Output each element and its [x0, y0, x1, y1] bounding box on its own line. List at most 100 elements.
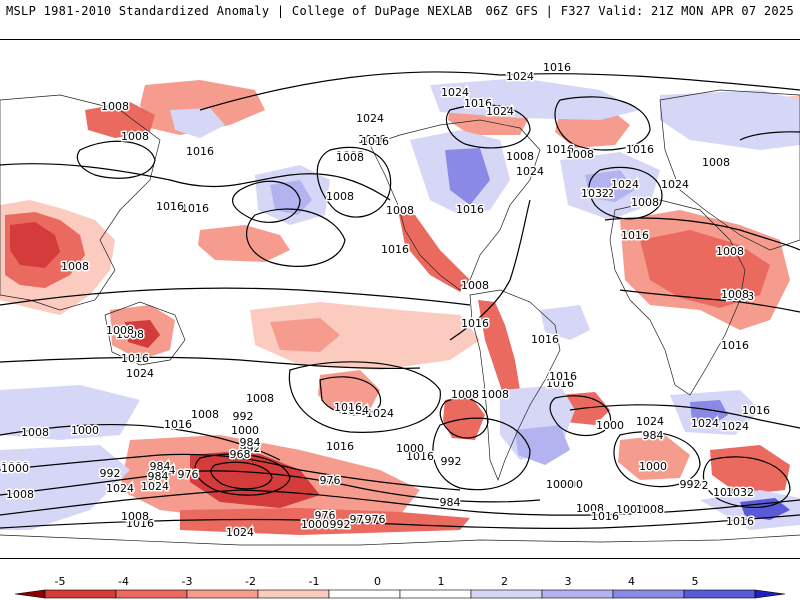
isobar: [0, 489, 800, 516]
isobar: [199, 71, 800, 111]
isobar-label: 1024: [516, 165, 544, 178]
neg-anomaly-npac: [198, 225, 290, 262]
isobar: [194, 453, 291, 496]
isobar-label: 1000: [616, 503, 644, 516]
isobar-label: 1016: [164, 418, 192, 431]
isobar: [445, 104, 531, 149]
pos-anomaly-npac-core: [270, 180, 312, 215]
isobar-label: 1000: [596, 419, 624, 432]
isobar-label: 968: [230, 448, 251, 461]
pos-anomaly-sindian: [0, 385, 140, 440]
coastline-antarctica: [0, 534, 800, 546]
isobar-label: 1024: [661, 178, 689, 191]
neg-anomaly-australia-core: [125, 320, 160, 348]
colorbar-tick-label: 3: [564, 575, 572, 588]
isobar-label: 1032: [586, 187, 614, 200]
isobar-label: 992: [233, 410, 254, 423]
isobar-label: 1016: [626, 143, 654, 156]
isobar-label: 1024: [691, 417, 719, 430]
colorbar-tick-label: -3: [181, 575, 193, 588]
isobar-label: 1032: [581, 187, 609, 200]
colorbar-tick-label: 5: [691, 575, 699, 588]
colorbar-tick-label: 0: [374, 575, 381, 588]
pos-anomaly-natl-core: [585, 170, 635, 202]
isobar-label: 1016: [726, 515, 754, 528]
isobar-label: 992: [330, 518, 351, 531]
isobar-label: 1016: [546, 143, 574, 156]
isobar: [76, 140, 156, 179]
isobar-label: 992: [240, 442, 261, 455]
isobar-label: 992: [688, 479, 709, 492]
isobar-label: 1008: [716, 245, 744, 258]
neg-anomaly-west-coast: [398, 210, 470, 292]
model-run-info: 06Z GFS | F327 Valid: 21Z MON APR 07 202…: [485, 4, 794, 18]
isobar: [0, 423, 281, 461]
isobar-label: 1008: [191, 408, 219, 421]
isobar-label: 1024: [366, 407, 394, 420]
isobar: [0, 453, 461, 491]
anomaly-map: 1016 1024 1008 1024 1016 1016 1008 1024 1016 1008…: [0, 39, 800, 559]
colorbar-segment: [399, 589, 472, 599]
isobar-label: 976: [320, 474, 341, 487]
isobar-label: 1016: [546, 377, 574, 390]
isobar-label: 1016: [126, 517, 154, 530]
isobar-label: 984: [148, 470, 169, 483]
isobar-label: 1016: [156, 200, 184, 213]
isobar-label: 1000: [546, 478, 574, 491]
colorbar-segment: [44, 589, 117, 599]
neg-anomaly-southern-ocean-core: [190, 450, 320, 508]
isobar-label: 1016: [334, 401, 362, 414]
pos-anomaly-sa-east: [540, 305, 590, 340]
isobar-label: 1024: [141, 480, 169, 493]
coastline-south-america: [469, 289, 561, 481]
isobar-label: 1016: [721, 339, 749, 352]
isobar-label: 1016: [186, 145, 214, 158]
isobar-label: 1008: [106, 324, 134, 337]
isobar-label: 1008: [506, 150, 534, 163]
isobar-label: 1016: [358, 133, 386, 146]
isobar-label: 1016: [121, 352, 149, 365]
isobar-label: 1016: [361, 135, 389, 148]
isobar-label: 1016: [464, 97, 492, 110]
isobar-label: 1016: [461, 317, 489, 330]
isobar: [739, 131, 800, 141]
isobar-label: 1000: [396, 442, 424, 455]
isobar-label: 976: [315, 509, 336, 522]
colorbar-segment: [541, 589, 614, 599]
colorbar-scale: [14, 589, 786, 599]
isobar-label: 1024: [356, 112, 384, 125]
neg-anomaly-tropics-core: [270, 318, 340, 352]
isobar-label: 1008: [61, 260, 89, 273]
neg-anomaly-sa-coast: [478, 300, 520, 400]
isobar-label: 1008: [6, 488, 34, 501]
isobar-label: 1000: [1, 460, 29, 473]
pos-anomaly-indian-core: [690, 400, 728, 425]
isobar: [554, 96, 651, 151]
isobar-label: 1032: [726, 486, 754, 499]
colorbar-tick-label: -4: [118, 575, 129, 588]
isobar: [549, 395, 612, 437]
isobar-label: 992: [441, 455, 462, 468]
isobar-label: 1000: [71, 424, 99, 437]
isobar-label: 1008: [636, 503, 664, 516]
isobar-label: 976: [350, 513, 371, 526]
isobar: [702, 456, 791, 509]
isobar-label: 1024: [721, 420, 749, 433]
isobar-label: 1000: [639, 460, 667, 473]
isobar-labels: 1016102410081024101610161008102410161008…: [0, 60, 772, 541]
isobar: [210, 461, 273, 490]
isobar-label: 976: [365, 513, 386, 526]
isobar-label: 992: [100, 467, 121, 480]
isobar-label: 1016: [326, 440, 354, 453]
isobar-label: 1008: [116, 328, 144, 341]
isobar-label: 1008: [21, 426, 49, 439]
colorbar-segment: [115, 589, 188, 599]
map-canvas: 1016102410081024101610161008102410161008…: [0, 60, 800, 546]
isobar-label: 1008: [461, 279, 489, 292]
isobar-label: 1016: [543, 61, 571, 74]
pos-anomaly-drake: [515, 425, 570, 465]
isobar-label: 1000: [1, 462, 29, 475]
isobar-label: 1016: [591, 510, 619, 523]
isobar-label: 1008: [481, 388, 509, 401]
isobar: [0, 356, 421, 370]
